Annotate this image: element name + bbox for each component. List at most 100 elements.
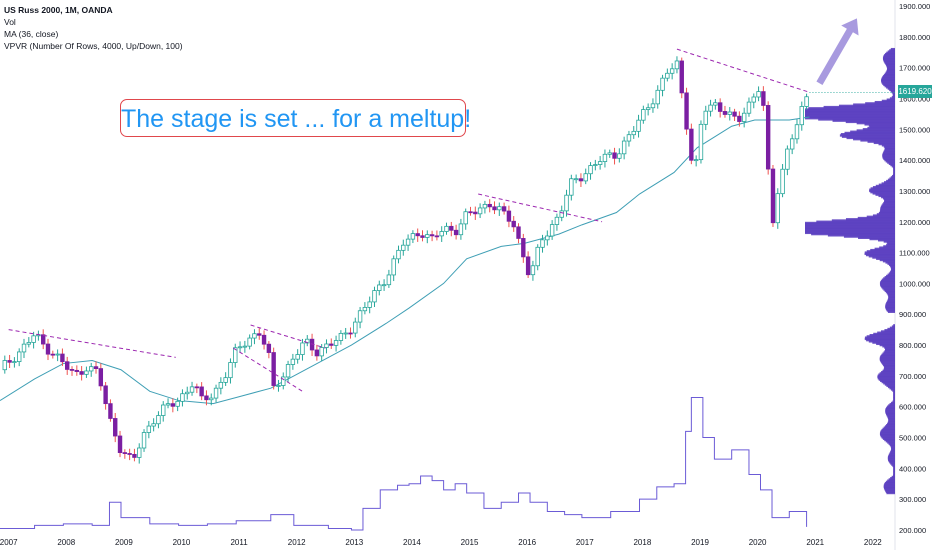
profile-row	[893, 465, 895, 469]
y-tick-label: 1300.000	[899, 187, 930, 196]
profile-row	[893, 167, 895, 170]
candle-body	[12, 361, 17, 364]
profile-row	[886, 384, 895, 387]
candle-body	[213, 387, 219, 399]
profile-row	[888, 162, 895, 166]
legend-indicator-ma[interactable]: MA (36, close)	[4, 29, 59, 39]
profile-row	[853, 103, 895, 106]
profile-row	[889, 387, 895, 390]
candle-body	[698, 123, 704, 161]
candle	[761, 86, 766, 111]
candle-body	[621, 140, 627, 155]
profile-row	[883, 73, 895, 77]
candle-body	[108, 403, 113, 419]
candle	[314, 344, 320, 361]
legend-indicator-vpvr[interactable]: VPVR (Number Of Rows, 4000, Up/Down, 100…	[4, 41, 183, 51]
candle	[132, 448, 137, 462]
candle-body	[717, 102, 723, 112]
candle-body	[333, 340, 339, 346]
profile-row	[891, 325, 895, 328]
candle-body	[501, 206, 507, 212]
candle-body	[794, 124, 800, 140]
y-tick-label: 1500.000	[899, 125, 930, 134]
candle-body	[151, 423, 156, 427]
profile-row	[856, 129, 895, 132]
y-tick-label: 900.000	[899, 310, 926, 319]
profile-row	[886, 98, 895, 101]
profile-row	[883, 55, 895, 58]
profile-row	[890, 449, 895, 453]
profile-row	[868, 124, 895, 127]
candle-body	[713, 102, 718, 106]
candle-body	[631, 130, 636, 136]
profile-row	[876, 342, 895, 346]
candle-body	[271, 352, 276, 386]
candle	[113, 412, 118, 443]
profile-row	[892, 389, 895, 392]
profile-row	[880, 208, 895, 211]
profile-row	[877, 331, 895, 334]
profile-row	[887, 422, 895, 426]
profile-row	[892, 94, 895, 98]
profile-row	[891, 447, 895, 450]
profile-row	[886, 412, 895, 416]
candle-body	[660, 77, 665, 91]
profile-row	[883, 485, 895, 489]
x-tick-label: 2013	[345, 538, 363, 547]
candle	[247, 334, 252, 350]
profile-row	[885, 305, 895, 309]
profile-row	[876, 213, 895, 216]
candle-body	[161, 404, 166, 416]
profile-row	[892, 166, 895, 169]
profile-row	[883, 364, 895, 368]
profile-row	[893, 391, 895, 395]
candle	[482, 200, 488, 214]
legend-indicator-vol[interactable]: Vol	[4, 17, 16, 27]
profile-row	[893, 474, 895, 477]
candle-body	[497, 206, 502, 211]
candle	[732, 108, 737, 122]
x-tick-label: 2008	[57, 538, 75, 547]
profile-row	[874, 100, 895, 104]
profile-row	[882, 345, 895, 348]
candle-body	[290, 358, 296, 365]
candle	[103, 381, 108, 410]
profile-row	[885, 62, 895, 66]
profile-row	[885, 480, 895, 484]
profile-row	[891, 174, 895, 178]
profile-row	[893, 171, 895, 174]
annotation-callout[interactable]: The stage is set ... for a meltup!	[120, 99, 471, 137]
candle	[741, 107, 747, 128]
profile-row	[811, 232, 895, 236]
profile-row	[883, 59, 895, 62]
profile-row	[881, 195, 895, 199]
candle	[21, 338, 27, 359]
x-tick-label: 2022	[864, 538, 882, 547]
candle	[324, 339, 329, 354]
candle-body	[578, 178, 584, 182]
profile-row	[844, 131, 895, 135]
profile-row	[884, 425, 895, 428]
x-tick-label: 2015	[461, 538, 479, 547]
candle	[665, 68, 670, 82]
candle	[453, 224, 459, 240]
legend-symbol[interactable]: US Russ 2000, 1M, OANDA	[4, 5, 113, 15]
candle-body	[329, 343, 334, 346]
profile-row	[893, 468, 895, 471]
candle-body	[516, 226, 521, 239]
profile-row	[884, 198, 895, 201]
profile-row	[884, 481, 895, 485]
profile-row	[890, 269, 895, 273]
candle	[396, 245, 401, 264]
profile-row	[879, 282, 895, 285]
profile-row	[891, 91, 895, 94]
candle-body	[669, 68, 675, 74]
profile-row	[883, 288, 895, 291]
profile-row	[885, 409, 895, 412]
profile-row	[889, 443, 895, 447]
candle	[775, 188, 780, 229]
candle-body	[324, 343, 329, 348]
candle	[74, 365, 80, 376]
